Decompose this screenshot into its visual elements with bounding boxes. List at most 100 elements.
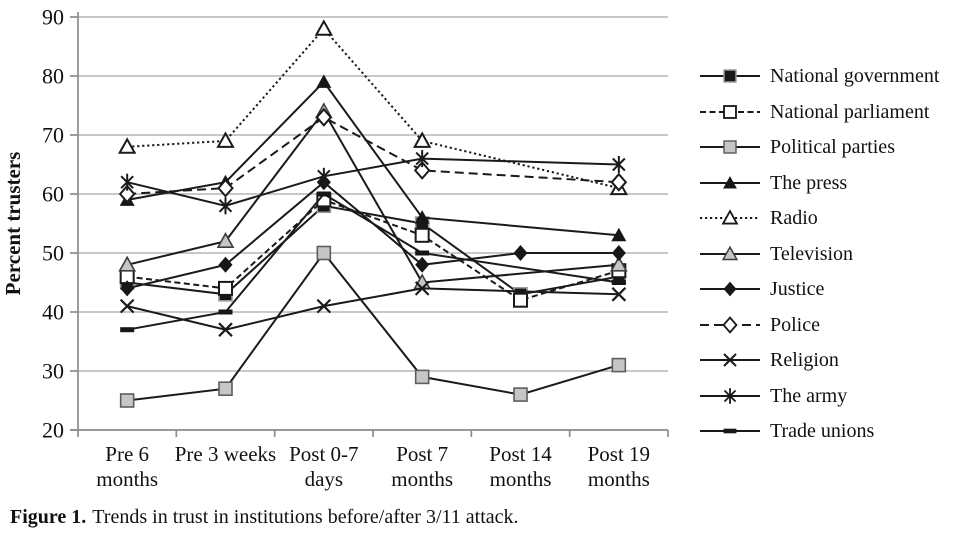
- square-gray-marker-icon: [119, 393, 135, 408]
- figure-caption-label: Figure 1.: [10, 506, 87, 528]
- legend-dash-icon: [700, 428, 760, 434]
- diamond-filled-marker-icon: [218, 256, 233, 273]
- legend-item-radio: Radio: [699, 206, 963, 230]
- legend-item-national-government: National government: [699, 64, 963, 88]
- square-open-marker-icon: [414, 227, 430, 243]
- triangle-open-marker-icon: [412, 131, 432, 148]
- series-political-parties: [119, 245, 627, 408]
- triangle-open-marker-icon: [314, 19, 334, 36]
- square-gray-marker-icon: [723, 140, 737, 154]
- series-trade-unions: [120, 191, 626, 333]
- legend-triangle-open-icon: [700, 209, 760, 225]
- y-axis-title: Percent trusters: [1, 152, 25, 296]
- x-tick-label: days: [305, 467, 344, 491]
- asterisk-marker-icon: [612, 156, 626, 173]
- legend-diamond-open-icon: [700, 315, 760, 334]
- square-gray-marker-icon: [414, 369, 430, 385]
- diamond-filled-marker-icon: [611, 245, 626, 261]
- x-marker-icon: [119, 298, 135, 314]
- dash-marker-icon: [611, 280, 626, 285]
- legend-x-icon: [700, 353, 760, 367]
- asterisk-marker-icon: [723, 387, 737, 404]
- legend-label-religion: Religion: [770, 349, 839, 371]
- legend-label-trade-unions: Trade unions: [770, 420, 875, 442]
- x-marker-icon: [723, 353, 737, 367]
- square-open-marker-icon: [513, 292, 528, 308]
- x-tick-label: months: [96, 467, 158, 491]
- square-gray-marker-icon: [513, 387, 528, 402]
- x-marker-icon: [316, 298, 332, 314]
- legend-triangle-gray-icon: [700, 245, 760, 260]
- dash-marker-icon: [415, 250, 430, 256]
- legend-item-justice: Justice: [699, 277, 963, 301]
- dash-marker-icon: [316, 191, 331, 197]
- legend-label-the-army: The army: [770, 384, 848, 407]
- legend-label-police: Police: [770, 313, 820, 336]
- square-gray-marker-icon: [611, 357, 627, 373]
- triangle-gray-marker-icon: [721, 245, 739, 260]
- diamond-open-marker-icon: [315, 107, 333, 127]
- x-marker-icon: [218, 322, 233, 337]
- triangle-gray-marker-icon: [216, 232, 235, 248]
- triangle-filled-marker-icon: [316, 74, 332, 88]
- square-gray-marker-icon: [316, 245, 332, 261]
- x-tick-label: months: [588, 467, 650, 491]
- legend-asterisk-icon: [700, 387, 760, 404]
- asterisk-marker-icon: [317, 167, 331, 185]
- series-police: [118, 107, 628, 204]
- legend-item-religion: Religion: [699, 348, 963, 372]
- square-filled-marker-icon: [723, 69, 737, 83]
- series-justice: [120, 174, 626, 297]
- x-tick-label: Post 0-7: [289, 442, 358, 466]
- diamond-open-marker-icon: [610, 172, 628, 192]
- chart-legend: National government National parliament Po…: [699, 64, 963, 443]
- legend-label-political-parties: Political parties: [770, 136, 895, 158]
- asterisk-marker-icon: [120, 173, 134, 191]
- square-gray-marker-icon: [218, 381, 233, 397]
- legend-label-radio: Radio: [770, 207, 818, 229]
- y-tick-label: 80: [42, 64, 64, 89]
- legend-item-trade-unions: Trade unions: [699, 419, 963, 443]
- y-tick-label: 60: [42, 182, 64, 207]
- figure-caption-text: Trends in trust in institutions before/a…: [92, 506, 519, 528]
- y-tick-label: 40: [42, 300, 64, 325]
- legend-diamond-filled-icon: [700, 281, 760, 297]
- figure-caption: Figure 1. Trends in trust in institutions…: [10, 506, 519, 529]
- asterisk-marker-icon: [218, 197, 233, 215]
- legend-label-the-press: The press: [770, 171, 848, 194]
- square-open-marker-icon: [723, 104, 737, 119]
- dash-marker-icon: [218, 309, 233, 315]
- series-religion: [119, 281, 627, 337]
- dash-marker-icon: [723, 428, 737, 434]
- diamond-open-marker-icon: [118, 184, 136, 204]
- series-the-army: [120, 150, 626, 215]
- legend-square-gray-icon: [700, 140, 760, 154]
- triangle-gray-marker-icon: [118, 255, 137, 272]
- x-tick-label: Post 19: [588, 442, 650, 466]
- dash-marker-icon: [120, 327, 135, 333]
- triangle-filled-marker-icon: [611, 227, 627, 242]
- diamond-open-marker-icon: [722, 315, 738, 334]
- triangle-open-marker-icon: [216, 131, 235, 148]
- legend-triangle-filled-icon: [700, 175, 760, 189]
- series-television: [118, 102, 628, 290]
- diamond-filled-marker-icon: [415, 256, 430, 273]
- x-tick-label: months: [490, 467, 552, 491]
- y-tick-label: 20: [42, 418, 64, 443]
- asterisk-marker-icon: [415, 150, 429, 168]
- legend-label-justice: Justice: [770, 278, 825, 300]
- triangle-filled-marker-icon: [414, 210, 430, 224]
- gridlines: [78, 16, 668, 372]
- series-the-press: [119, 74, 627, 242]
- legend-label-national-government: National government: [770, 65, 940, 87]
- axes: [70, 12, 669, 437]
- legend-item-political-parties: Political parties: [699, 135, 963, 159]
- diamond-open-marker-icon: [217, 178, 234, 198]
- legend-label-television: Television: [770, 242, 854, 265]
- y-tick-label: 30: [42, 359, 64, 384]
- triangle-open-marker-icon: [721, 209, 739, 225]
- triangle-gray-marker-icon: [609, 255, 628, 272]
